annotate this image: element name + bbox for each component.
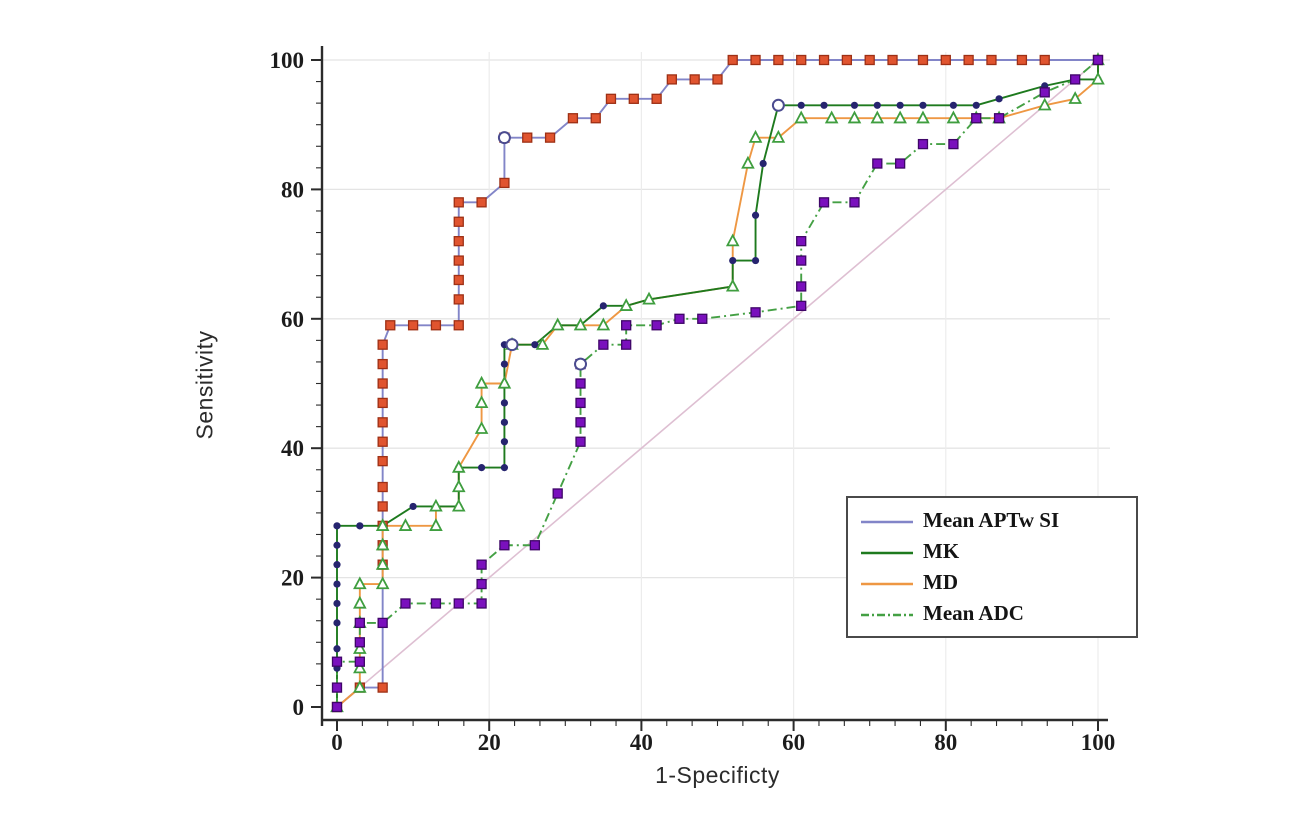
x-axis-title: 1-Specificty [655, 762, 780, 788]
legend-item-mk: MK [860, 538, 1124, 565]
series-line-2 [336, 60, 1099, 708]
legend-label-md: MD [923, 570, 958, 594]
x-tick-label: 80 [934, 730, 957, 755]
major-ticks: 0 20 40 60 80 100 0 20 40 60 80 100 [270, 48, 1116, 755]
optimal-point-0 [497, 131, 511, 145]
series-markers-2 [330, 52, 1105, 713]
y-tick-label: 80 [281, 177, 304, 202]
legend-item-aptw: Mean APTw SI [860, 507, 1124, 534]
y-tick-label: 40 [281, 436, 304, 461]
legend: Mean APTw SI MK MD Mean ADC [846, 496, 1138, 638]
y-tick-label: 20 [281, 566, 304, 591]
x-tick-label: 40 [630, 730, 653, 755]
legend-line-sample-aptw [860, 515, 914, 527]
optimal-point-2 [505, 338, 519, 352]
y-tick-label: 0 [293, 695, 305, 720]
axes [320, 46, 1108, 726]
optimal-point-1 [771, 98, 785, 112]
legend-line-sample-adc [860, 608, 914, 620]
x-tick-label: 0 [331, 730, 343, 755]
x-tick-label: 60 [782, 730, 805, 755]
legend-label-mk: MK [923, 539, 960, 563]
legend-line-sample-md [860, 577, 914, 589]
optimal-point-3 [574, 357, 588, 371]
y-axis-title: Sensitivity [191, 330, 218, 440]
legend-label-adc: Mean ADC [923, 601, 1024, 625]
y-tick-label: 100 [270, 48, 305, 73]
legend-line-sample-mk [860, 546, 914, 558]
minor-ticks [316, 81, 1074, 726]
x-tick-label: 20 [478, 730, 501, 755]
legend-item-adc: Mean ADC [860, 600, 1124, 627]
legend-item-md: MD [860, 569, 1124, 596]
y-tick-label: 60 [281, 307, 304, 332]
x-tick-label: 100 [1081, 730, 1116, 755]
legend-label-aptw: Mean APTw SI [923, 508, 1060, 532]
